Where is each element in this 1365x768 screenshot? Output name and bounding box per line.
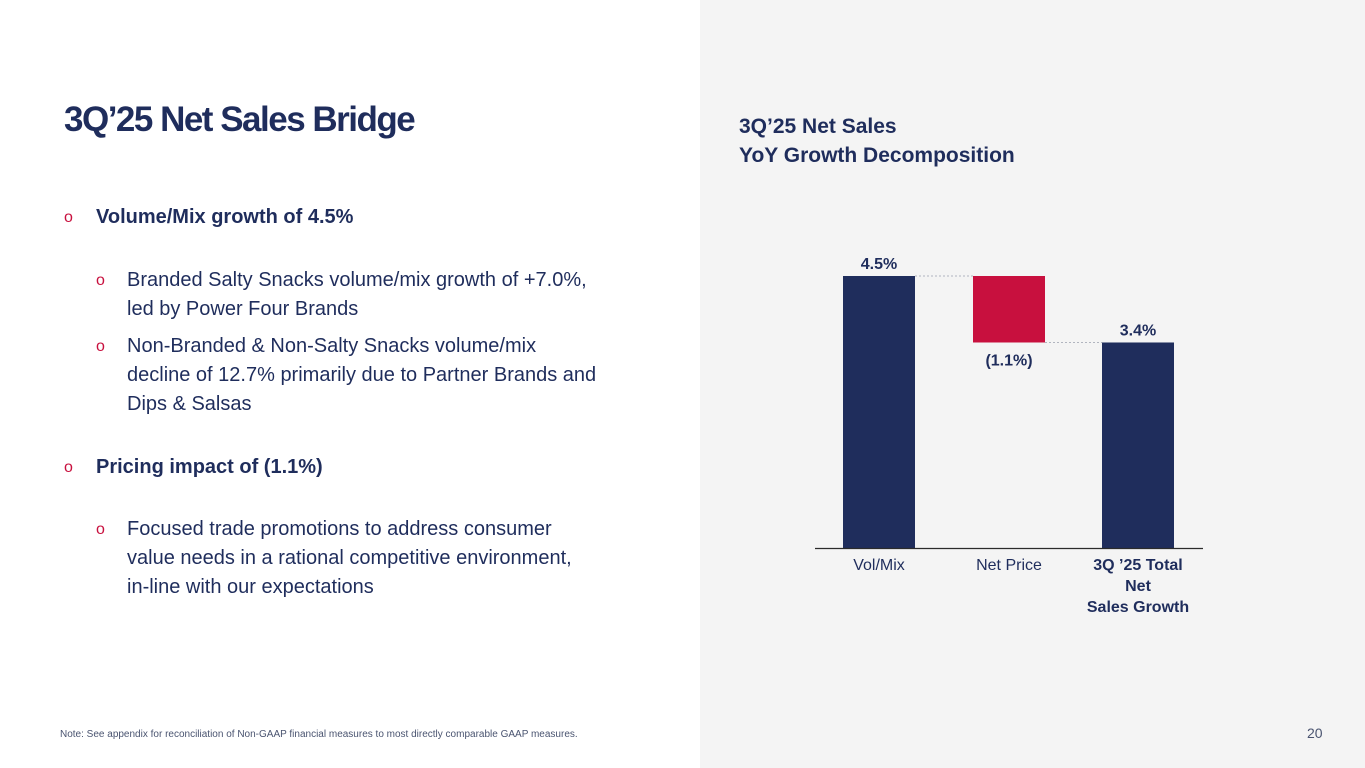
chart-title-line-2: YoY Growth Decomposition [739,144,1015,167]
chart-panel-background [700,0,1365,768]
bullet-marker: o [64,209,73,226]
footnote: Note: See appendix for reconciliation of… [60,729,578,740]
waterfall-chart: 4.5% (1.1%) 3.4% Vol/Mix Net Price 3Q ’25 Tot… [815,256,1203,616]
data-label-1: 4.5% [861,256,897,273]
bullet-marker: o [64,459,73,476]
bullet-text: Branded Salty Snacks volume/mix growth o… [127,269,587,320]
sub-bullet-trade-promotions: o Focused trade promotions to address co… [96,515,572,602]
page-number: 20 [1307,725,1323,741]
bullet-marker: o [96,338,105,355]
category-label-1: Vol/Mix [853,557,905,574]
category-label-2: Net Price [976,557,1042,574]
bar-2 [973,276,1045,343]
data-label-2: (1.1%) [985,352,1032,369]
category-label-3: Net [1125,578,1151,595]
data-label-3: 3.4% [1120,322,1156,339]
bullet-text: Volume/Mix growth of 4.5% [96,206,354,228]
bar-3 [1102,342,1174,548]
bullet-marker: o [96,272,105,289]
bullet-text: Focused trade promotions to address cons… [127,518,572,598]
sub-bullet-non-branded: o Non-Branded & Non-Salty Snacks volume/… [96,332,596,419]
chart-title-line-1: 3Q’25 Net Sales [739,115,897,138]
bullet-volume-mix: o Volume/Mix growth of 4.5% [64,203,353,232]
bullet-text: Pricing impact of (1.1%) [96,456,323,478]
bar-1 [843,276,915,548]
category-label-3: Sales Growth [1087,599,1189,616]
chart-title: 3Q’25 Net Sales YoY Growth Decomposition [739,112,1015,170]
sub-bullet-branded-salty-snacks: o Branded Salty Snacks volume/mix growth… [96,266,587,324]
bullet-pricing-impact: o Pricing impact of (1.1%) [64,453,323,482]
category-label-3: 3Q ’25 Total [1093,557,1183,574]
bullet-marker: o [96,521,105,538]
bullet-text: Non-Branded & Non-Salty Snacks volume/mi… [127,335,597,415]
page-title: 3Q’25 Net Sales Bridge [64,100,416,139]
